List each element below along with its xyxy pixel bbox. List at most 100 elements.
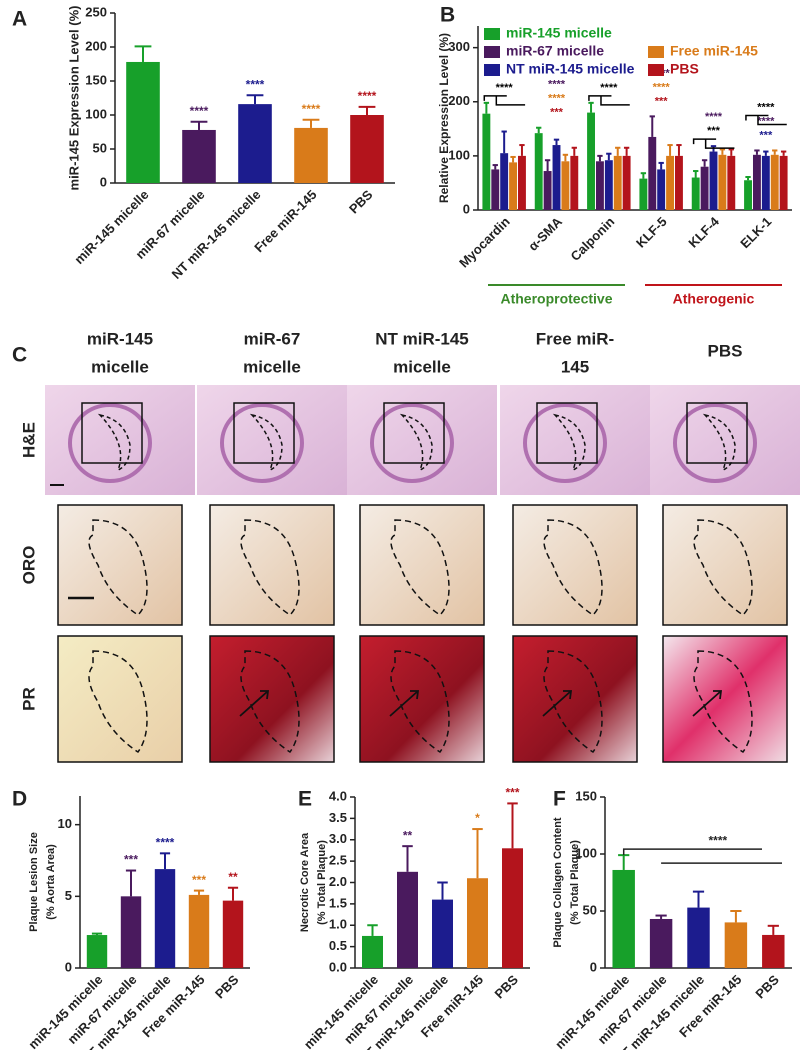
column-title: miR-67: [244, 329, 301, 348]
plaque-outline: [552, 413, 586, 472]
bracket: [692, 138, 735, 149]
bracket: [588, 95, 630, 106]
bracket: [622, 848, 782, 864]
plaque-outline: [693, 650, 753, 754]
bar: [657, 169, 666, 210]
bar: [238, 104, 272, 183]
legend-swatch: [648, 46, 664, 58]
bar: [595, 161, 604, 210]
bar: [294, 127, 328, 183]
bar: [770, 154, 779, 210]
column-title: micelle: [91, 357, 149, 376]
y-tick-label: 150: [85, 72, 107, 87]
micrograph: [209, 635, 335, 763]
plaque-outline: [97, 413, 131, 472]
y-tick-label: 1.0: [329, 917, 347, 932]
y-tick-label: 200: [448, 93, 470, 108]
inset-box: [383, 402, 445, 464]
panel-label: F: [553, 788, 566, 811]
bar: [397, 871, 418, 968]
micrograph: [57, 504, 183, 626]
x-tick-label: α-SMA: [525, 214, 565, 254]
significance: ****: [156, 836, 175, 850]
column-title: NT miR-145: [375, 329, 469, 348]
legend-label: PBS: [670, 61, 699, 77]
y-tick-label: 1.5: [329, 895, 347, 910]
panel-label: D: [12, 788, 27, 811]
bar: [552, 145, 561, 210]
micrograph: [359, 504, 485, 626]
bar: [639, 178, 648, 210]
micrograph: [662, 635, 788, 763]
significance: ****: [757, 115, 775, 127]
significance: ***: [655, 95, 669, 107]
bracket: [745, 114, 787, 126]
x-tick-label: PBS: [346, 187, 376, 217]
plaque-outline: [543, 650, 603, 754]
bracket: [483, 95, 526, 106]
inset-box: [536, 402, 598, 464]
y-tick-label: 0.0: [329, 959, 347, 974]
y-tick-label: 10: [58, 816, 72, 831]
row-label: H&E: [19, 422, 38, 458]
x-tick-label: Free miR-145: [418, 972, 486, 1040]
significance: ***: [124, 853, 138, 867]
significance: ****: [705, 111, 723, 123]
row-label: PR: [19, 687, 38, 711]
bar: [587, 112, 595, 210]
arrow: [692, 690, 723, 717]
arrow: [389, 690, 420, 717]
significance: ***: [550, 107, 564, 119]
panel-label: E: [298, 788, 312, 811]
y-tick-label: 50: [93, 140, 107, 155]
significance: ****: [302, 102, 321, 116]
plaque-outline: [240, 650, 300, 754]
x-tick-label: PBS: [212, 972, 242, 1002]
vessel-wall: [68, 403, 152, 483]
bar: [126, 61, 160, 183]
bar: [752, 154, 761, 210]
bar: [120, 896, 142, 968]
y-tick-label: 300: [448, 39, 470, 54]
significance: ****: [358, 89, 377, 103]
x-tick-label: PBS: [752, 972, 782, 1002]
plaque-outline: [88, 650, 148, 754]
legend-swatch: [484, 46, 500, 58]
x-tick-label: KLF-5: [633, 214, 670, 251]
inset-box: [686, 402, 748, 464]
y-axis-label: Necrotic Core Area: [299, 832, 311, 932]
significance: *: [475, 811, 480, 825]
legend-swatch: [484, 28, 500, 40]
bar: [432, 899, 453, 968]
y-axis-label: Plaque Collagen Content: [552, 817, 564, 948]
vessel-wall: [673, 403, 757, 483]
bar: [727, 155, 736, 210]
x-tick-label: ELK-1: [737, 214, 774, 251]
bar: [700, 166, 709, 210]
bar: [543, 171, 552, 210]
bar: [687, 907, 710, 968]
column-title: 145: [561, 357, 589, 376]
bar: [604, 160, 613, 210]
bar: [762, 934, 785, 968]
y-tick-label: 2.5: [329, 853, 347, 868]
y-tick-label: 5: [65, 888, 72, 903]
inset-box: [233, 402, 295, 464]
y-axis-label: (% Total Plaque): [316, 840, 328, 925]
bar: [222, 900, 244, 968]
column-title: micelle: [393, 357, 451, 376]
legend-swatch: [484, 64, 500, 76]
bracket-label: ****: [709, 833, 728, 847]
y-tick-label: 150: [575, 788, 597, 803]
significance: ***: [505, 786, 519, 800]
significance: ****: [653, 81, 671, 93]
significance: ****: [496, 82, 514, 94]
significance: **: [228, 870, 238, 884]
y-axis-label: miR-145 Expression Level (%): [66, 6, 81, 191]
legend-swatch: [648, 64, 664, 76]
y-axis-label: Plaque Lesion Size: [28, 832, 40, 932]
bar: [509, 162, 518, 210]
significance: ****: [548, 93, 566, 105]
y-tick-label: 0: [590, 959, 597, 974]
plaque-outline: [702, 413, 736, 472]
